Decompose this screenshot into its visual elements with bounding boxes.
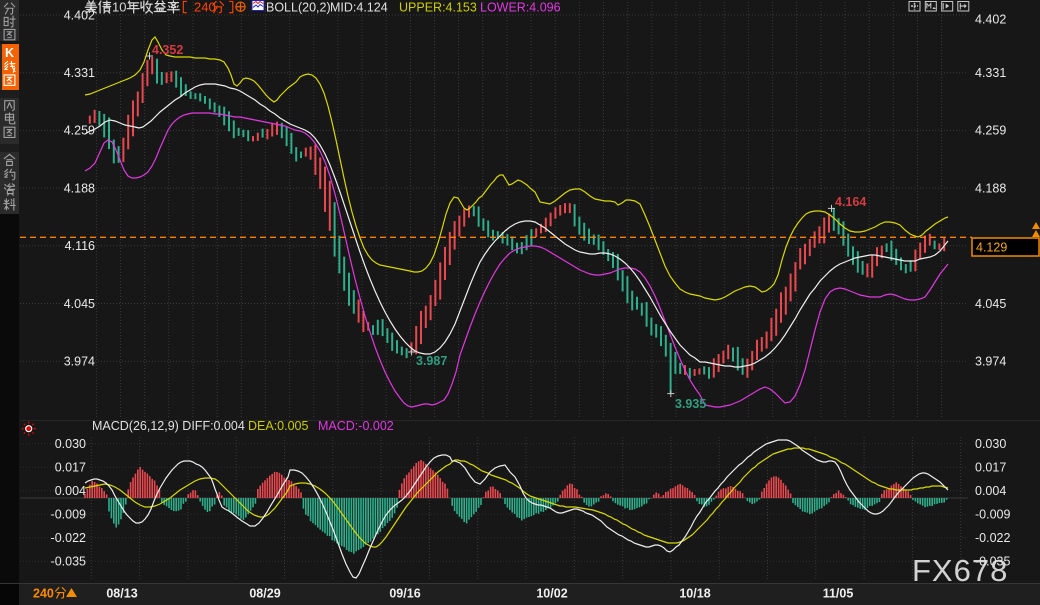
- svg-text:-0.035: -0.035: [975, 555, 1010, 569]
- svg-text:BOLL(20,2): BOLL(20,2): [266, 1, 331, 15]
- svg-text:4.402: 4.402: [64, 8, 95, 22]
- svg-text:0.017: 0.017: [55, 461, 86, 475]
- svg-text:10/02: 10/02: [536, 587, 567, 601]
- svg-text:4.331: 4.331: [64, 66, 95, 80]
- svg-text:4.129: 4.129: [976, 241, 1007, 255]
- svg-text:3.974: 3.974: [64, 355, 95, 369]
- svg-text:3.987: 3.987: [416, 354, 447, 368]
- svg-text:K: K: [5, 46, 14, 60]
- svg-text:240: 240: [194, 0, 216, 15]
- svg-text:4.259: 4.259: [975, 124, 1006, 138]
- svg-text:LOWER:4.096: LOWER:4.096: [480, 1, 561, 15]
- svg-text:4.402: 4.402: [975, 12, 1006, 26]
- svg-text:4.188: 4.188: [975, 181, 1006, 195]
- svg-text:MID:4.124: MID:4.124: [330, 1, 388, 15]
- svg-text:-0.035: -0.035: [51, 555, 86, 569]
- svg-text:-0.009: -0.009: [975, 508, 1010, 522]
- svg-text:FX678: FX678: [912, 553, 1008, 588]
- svg-text:4.045: 4.045: [975, 297, 1006, 311]
- svg-text:DEA:0.005: DEA:0.005: [248, 419, 309, 433]
- svg-text:MACD(26,12,9) DIFF:0.004: MACD(26,12,9) DIFF:0.004: [92, 419, 245, 433]
- svg-text:0.004: 0.004: [975, 484, 1006, 498]
- svg-text:4.259: 4.259: [64, 124, 95, 138]
- svg-text:3.974: 3.974: [975, 355, 1006, 369]
- svg-text:MACD:-0.002: MACD:-0.002: [318, 419, 394, 433]
- svg-text:0.004: 0.004: [55, 484, 86, 498]
- svg-text:10/18: 10/18: [679, 587, 710, 601]
- svg-text:08/13: 08/13: [106, 587, 137, 601]
- svg-text:4.188: 4.188: [64, 181, 95, 195]
- svg-text:11/05: 11/05: [823, 587, 854, 601]
- svg-text:-0.022: -0.022: [975, 531, 1010, 545]
- svg-text:-0.022: -0.022: [51, 531, 86, 545]
- svg-text:UPPER:4.153: UPPER:4.153: [399, 1, 477, 15]
- svg-text:4.331: 4.331: [975, 66, 1006, 80]
- svg-text:0.030: 0.030: [975, 437, 1006, 451]
- svg-text:0.030: 0.030: [55, 437, 86, 451]
- svg-text:4.352: 4.352: [152, 43, 183, 57]
- svg-text:4.045: 4.045: [64, 297, 95, 311]
- svg-text:3.935: 3.935: [675, 397, 706, 411]
- svg-text:10: 10: [112, 0, 126, 15]
- svg-text:4.164: 4.164: [835, 195, 866, 209]
- svg-text:08/29: 08/29: [249, 587, 280, 601]
- svg-text:0.017: 0.017: [975, 461, 1006, 475]
- svg-text:240: 240: [33, 587, 54, 601]
- svg-text:-0.009: -0.009: [51, 508, 86, 522]
- svg-text:09/16: 09/16: [389, 587, 420, 601]
- svg-text:4.116: 4.116: [65, 239, 95, 253]
